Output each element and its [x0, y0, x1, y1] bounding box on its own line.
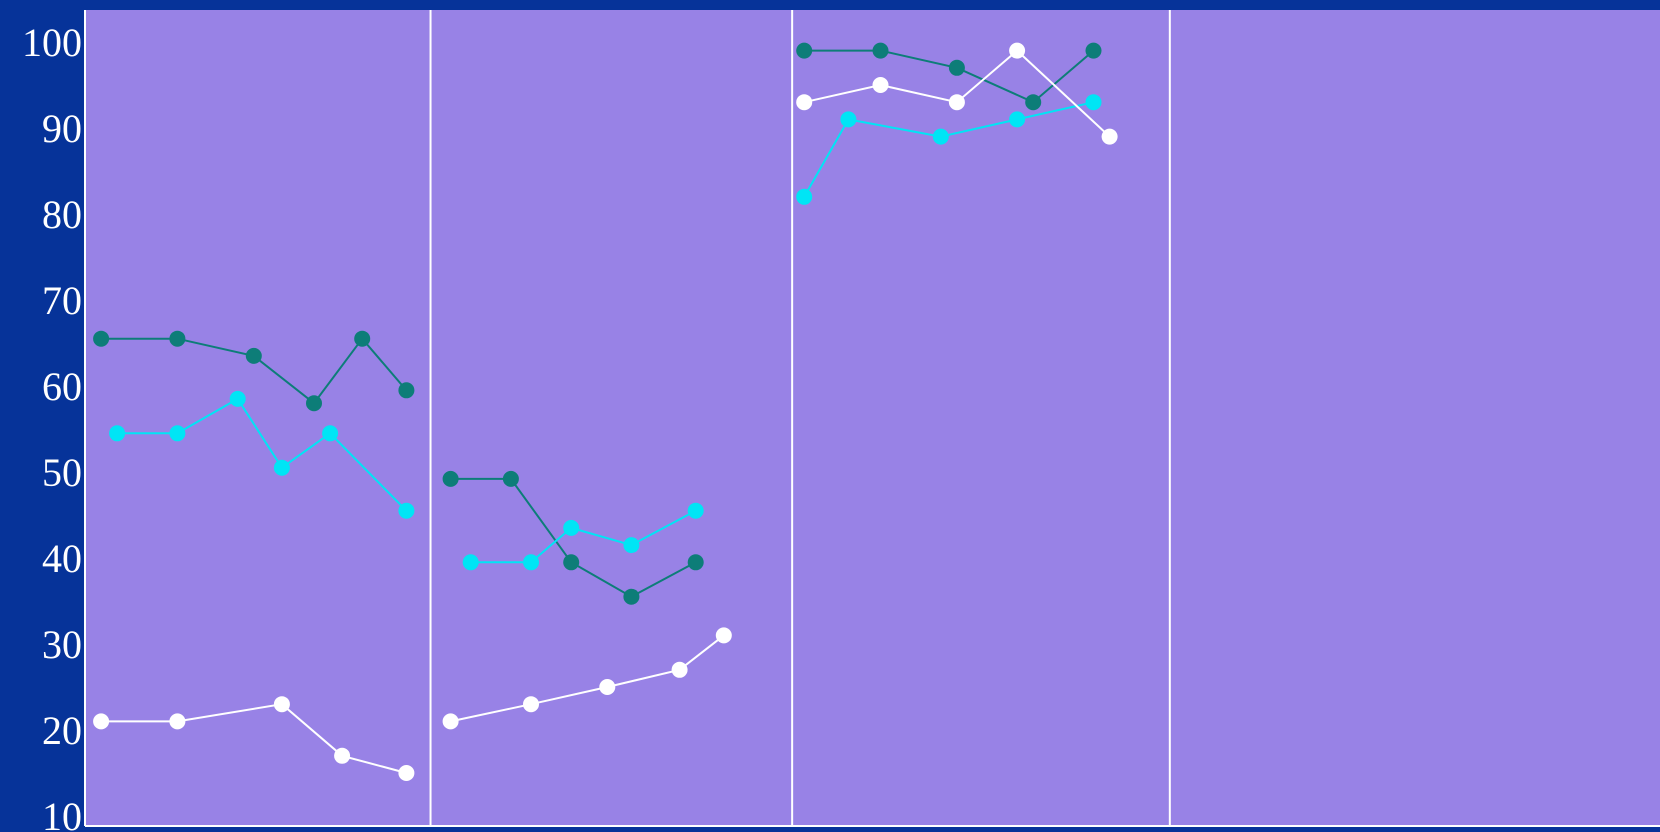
y-tick-label-100: 100 — [22, 20, 82, 65]
series-3-point-3-2 — [872, 77, 889, 93]
y-tick-label-80: 80 — [42, 192, 82, 237]
y-tick-label-30: 30 — [42, 622, 82, 667]
series-2-point-1-6 — [398, 502, 415, 519]
y-tick-label-50: 50 — [42, 450, 82, 495]
series-3-point-2-4 — [671, 661, 688, 678]
series-2-point-2-5 — [687, 502, 704, 519]
series-3-point-2-3 — [599, 679, 616, 695]
series-2-point-2-3 — [563, 519, 580, 536]
series-2-point-3-2 — [840, 111, 857, 128]
series-3-point-1-3 — [273, 696, 290, 713]
series-1-point-1-3 — [245, 347, 262, 364]
series-2-point-1-2 — [169, 425, 186, 442]
series-1-point-1-5 — [354, 330, 371, 347]
series-2 — [109, 94, 1102, 571]
series-1-point-3-1 — [796, 42, 813, 59]
series-3-point-2-1 — [442, 713, 459, 730]
plot-area — [85, 10, 1660, 826]
series-2-point-2-4 — [623, 537, 640, 554]
series-3 — [93, 42, 1118, 781]
y-tick-label-90: 90 — [42, 106, 82, 151]
series-1-point-2-4 — [623, 588, 640, 605]
series-3-point-1-1 — [93, 713, 110, 730]
series-3-point-3-1 — [796, 94, 813, 111]
series-2-point-3-5 — [1085, 94, 1102, 111]
series-1-point-1-6 — [398, 382, 415, 399]
series-3-point-3-4 — [1009, 42, 1026, 59]
series-1-point-3-3 — [948, 59, 965, 76]
series-1-line-1 — [101, 337, 408, 405]
panel-dividers — [429, 10, 1171, 826]
series-1-point-2-5 — [687, 554, 704, 571]
series-2-point-2-2 — [523, 554, 539, 571]
y-tick-labels: 100 90 80 70 60 50 40 30 20 10 — [22, 20, 82, 832]
series-3-point-1-2 — [169, 713, 186, 730]
series-1-point-3-2 — [872, 42, 889, 59]
series-2-point-3-1 — [796, 188, 813, 205]
series-1-point-1-1 — [93, 330, 110, 347]
series-1-point-1-4 — [306, 395, 322, 412]
series-2-point-1-5 — [322, 425, 339, 442]
series-group — [93, 42, 1118, 781]
axes — [84, 10, 1660, 827]
series-1-point-3-5 — [1085, 42, 1102, 59]
series-1-point-1-2 — [169, 330, 186, 347]
series-3-point-3-5 — [1101, 128, 1118, 145]
series-3-point-1-5 — [398, 765, 415, 781]
series-1-point-3-4 — [1025, 94, 1042, 111]
series-2-point-3-4 — [1009, 111, 1026, 128]
series-1-point-2-3 — [563, 554, 580, 571]
series-2-point-1-1 — [109, 425, 126, 442]
series-2-point-2-1 — [462, 554, 479, 571]
series-3-point-1-4 — [334, 747, 351, 764]
series-2-point-1-3 — [229, 390, 246, 407]
series-2-point-3-3 — [932, 128, 949, 145]
series-2-point-1-4 — [273, 459, 290, 476]
series-2-line-1 — [117, 397, 408, 512]
series-3-point-3-3 — [948, 94, 965, 111]
y-tick-label-10: 10 — [42, 794, 82, 832]
y-tick-label-70: 70 — [42, 278, 82, 323]
y-tick-label-20: 20 — [42, 708, 82, 753]
series-1-point-2-2 — [502, 470, 519, 487]
y-tick-label-60: 60 — [42, 364, 82, 409]
series-3-point-2-5 — [715, 627, 732, 644]
series-3-point-2-2 — [523, 696, 539, 713]
series-1-point-2-1 — [442, 470, 459, 487]
y-tick-label-40: 40 — [42, 536, 82, 581]
